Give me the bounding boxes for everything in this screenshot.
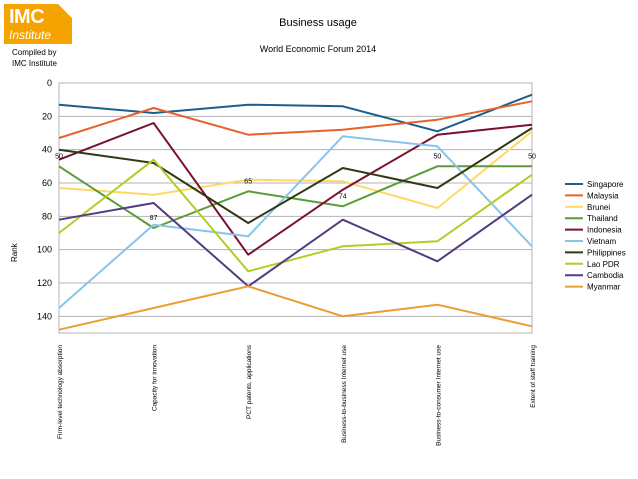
x-axis-tick-labels: Firm-level technology absorption Capacity…	[57, 344, 537, 446]
y-tick-label: 80	[42, 211, 52, 221]
gridlines	[59, 82, 532, 317]
data-label: 87	[150, 215, 158, 222]
series-line-vietnam	[58, 135, 533, 309]
y-tick-label: 20	[42, 111, 52, 121]
compiled-by-note: Compiled by IMC Institute	[12, 47, 57, 69]
legend-label: Lao PDR	[587, 260, 620, 269]
x-tick-label: Extent of staff training	[530, 345, 537, 408]
legend-label: Vietnam	[587, 237, 617, 246]
x-tick-label: Capacity for innovation	[152, 345, 159, 412]
compiled-by-line-2: IMC Institute	[12, 59, 57, 68]
x-tick-label: Firm-level technology absorption	[57, 345, 64, 439]
legend-label: Myanmar	[587, 283, 621, 292]
series-line-cambodia	[58, 193, 533, 288]
y-tick-label: 140	[37, 311, 52, 321]
imc-logo: IMC Institute	[4, 4, 72, 44]
logo-text-imc: IMC	[9, 6, 45, 28]
compiled-by-line-1: Compiled by	[12, 48, 57, 57]
y-axis-label: Rank	[10, 242, 19, 262]
series-line-malaysia	[58, 100, 533, 139]
series-line-myanmar	[58, 285, 533, 331]
series-line-singapore	[58, 93, 533, 133]
x-tick-label: Business-to-consumer Internet use	[435, 345, 442, 446]
data-labels: 50 87 65 74 50 50	[55, 153, 536, 222]
data-label: 50	[434, 153, 442, 160]
series-line-brunei	[58, 130, 533, 209]
legend-label: Indonesia	[587, 226, 622, 235]
chart-title: Business usage	[279, 17, 357, 29]
legend-label: Singapore	[587, 180, 624, 189]
legend-label: Malaysia	[587, 191, 619, 200]
x-tick-label: PCT patents, applications	[246, 344, 253, 419]
x-tick-label: Business-to-business Internet use	[341, 345, 348, 443]
y-tick-label: 0	[47, 78, 52, 88]
legend: Singapore Malaysia Brunei Thailand Indonesia…	[565, 180, 626, 292]
y-tick-label: 120	[37, 278, 52, 288]
logo-corner-shape	[58, 4, 72, 18]
series-line-indonesia	[58, 122, 533, 256]
logo-text-institute: Institute	[9, 28, 52, 42]
legend-label: Cambodia	[587, 271, 624, 280]
y-tick-label: 40	[42, 145, 52, 155]
y-axis-tick-labels: 0 20 40 60 80 100 120 140	[37, 78, 52, 321]
legend-label: Brunei	[587, 203, 610, 212]
y-tick-label: 100	[37, 245, 52, 255]
series-line-philippines	[58, 127, 533, 224]
chart-subtitle: World Economic Forum 2014	[260, 44, 376, 54]
data-label: 50	[55, 153, 63, 160]
data-label: 65	[244, 178, 252, 185]
series-line-thailand	[58, 165, 532, 229]
series-line-lao-pdr	[58, 158, 533, 273]
legend-label: Thailand	[587, 214, 618, 223]
legend-label: Philippines	[587, 248, 626, 257]
data-label: 74	[339, 193, 347, 200]
series-lines	[58, 93, 533, 331]
data-label: 50	[528, 153, 536, 160]
y-tick-label: 60	[42, 178, 52, 188]
